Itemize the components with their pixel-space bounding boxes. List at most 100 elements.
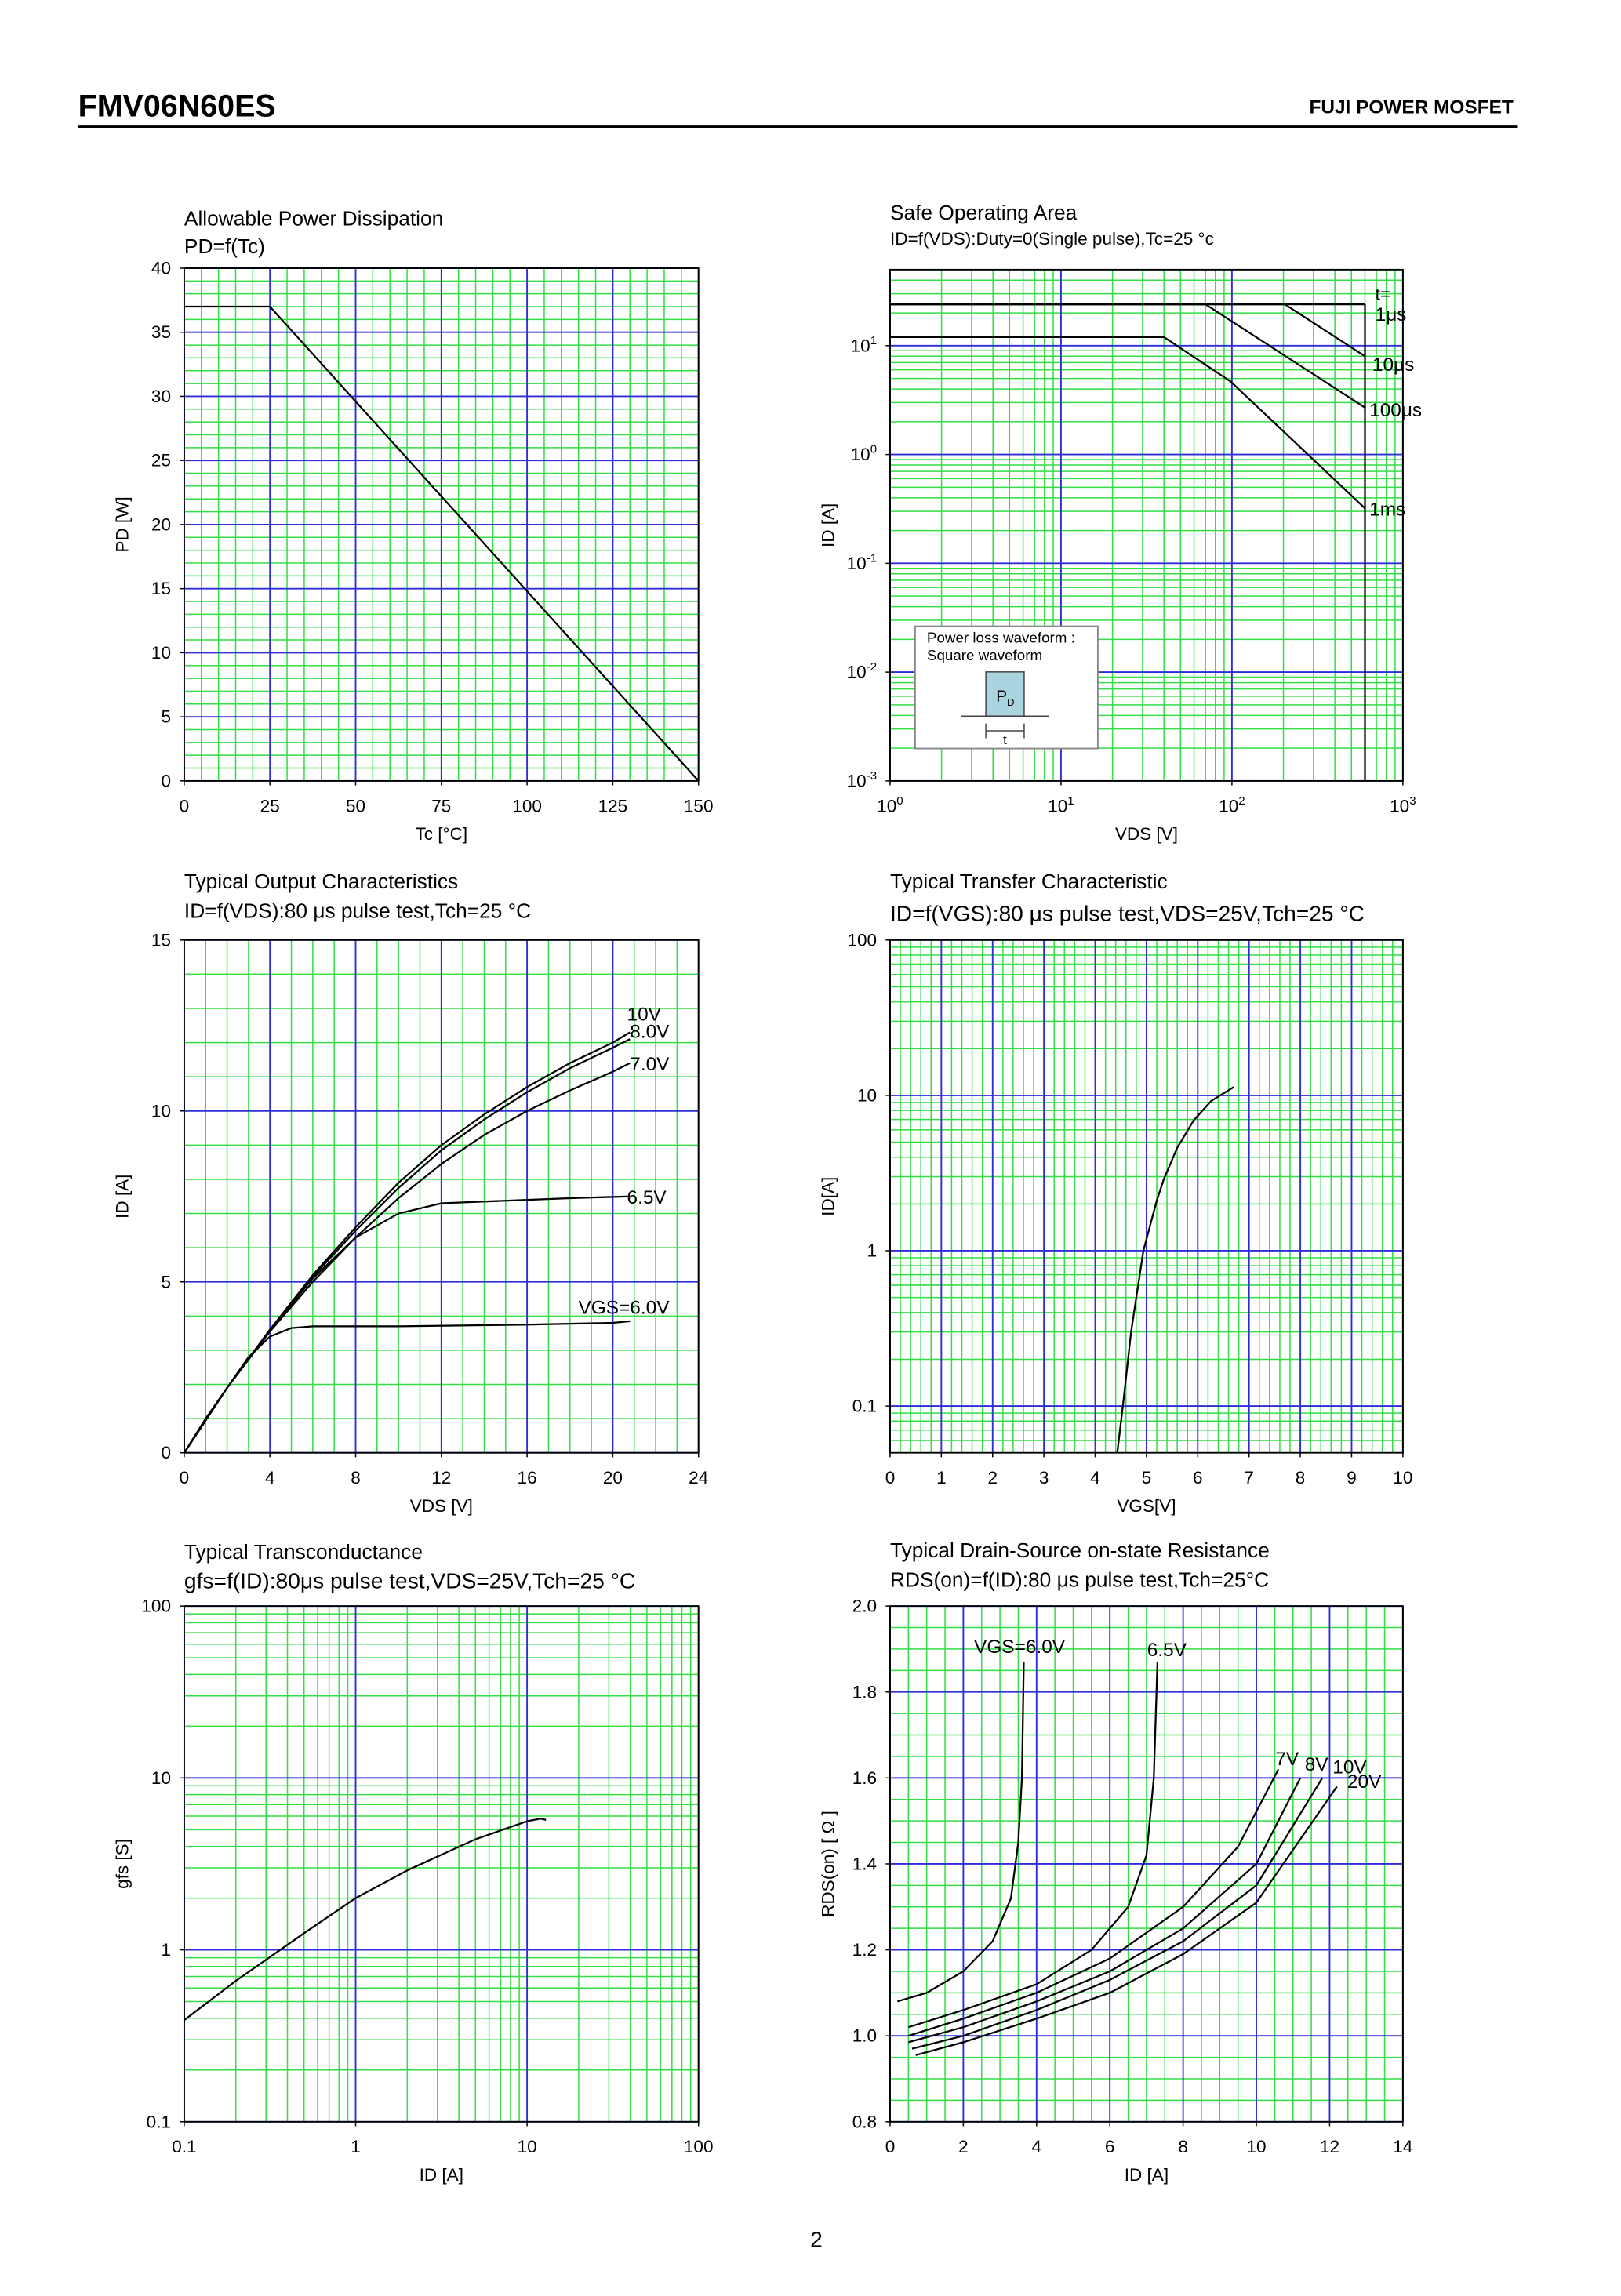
tick-label: 8 bbox=[1178, 2137, 1188, 2156]
x-axis-label: ID [A] bbox=[1125, 2165, 1169, 2185]
plot-frame bbox=[889, 939, 1404, 1454]
chart-subtitle: ID=f(VDS):Duty=0(Single pulse),Tc=25 °c bbox=[890, 229, 1214, 249]
tick-label-base: 10 bbox=[847, 554, 867, 573]
tick-label: 14 bbox=[1393, 2137, 1412, 2156]
tick-label: 101 bbox=[851, 334, 877, 355]
curve-label: 100μs bbox=[1369, 400, 1422, 421]
tick-label: 10 bbox=[857, 1085, 877, 1105]
doc-title: FMV06N60ES bbox=[78, 89, 276, 123]
tick-label: 102 bbox=[1219, 794, 1245, 816]
tick-label: 25 bbox=[151, 451, 171, 470]
tick-label: 4 bbox=[1090, 1468, 1100, 1488]
plot-frame bbox=[889, 268, 1404, 782]
curve bbox=[915, 1786, 1338, 2056]
tick-label-exponent: 0 bbox=[896, 794, 903, 808]
tick-label: 12 bbox=[1320, 2137, 1339, 2156]
tick-label: 5 bbox=[161, 1272, 171, 1292]
tick-label-base: 10 bbox=[847, 771, 867, 790]
x-axis-label: ID [A] bbox=[420, 2165, 463, 2185]
tick-label: 0 bbox=[161, 771, 171, 790]
chart-title: Safe Operating Area bbox=[890, 201, 1078, 224]
tick-label: 0 bbox=[885, 2137, 896, 2156]
tick-label-exponent: -3 bbox=[867, 769, 877, 783]
tick-label: 100 bbox=[512, 796, 542, 816]
tick-label-exponent: 1 bbox=[870, 334, 877, 347]
curve bbox=[183, 1320, 631, 1454]
tick-label: 10-3 bbox=[847, 769, 877, 790]
tick-label: 7 bbox=[1244, 1468, 1254, 1488]
chart-title: Typical Transfer Characteristic bbox=[890, 870, 1168, 893]
tick-label: 1 bbox=[936, 1468, 947, 1488]
chart-subtitle: gfs=f(ID):80μs pulse test,VDS=25V,Tch=25… bbox=[184, 1568, 635, 1593]
tick-label: 100 bbox=[851, 443, 877, 464]
tick-label: 12 bbox=[431, 1468, 451, 1488]
chart-subtitle: PD=f(Tc) bbox=[184, 234, 265, 258]
tick-label: 9 bbox=[1347, 1468, 1357, 1488]
tick-label: 0 bbox=[885, 1468, 896, 1488]
tick-label-exponent: 1 bbox=[1067, 794, 1074, 808]
tick-label-base: 10 bbox=[1390, 796, 1409, 816]
x-axis-label: VGS[V] bbox=[1117, 1496, 1176, 1516]
tick-label-exponent: -1 bbox=[867, 551, 877, 565]
tick-label: 75 bbox=[431, 796, 451, 816]
curve-label: 6.5V bbox=[627, 1187, 667, 1208]
tick-label: 2 bbox=[958, 2137, 969, 2156]
tick-label: 4 bbox=[265, 1468, 275, 1488]
curve bbox=[184, 305, 700, 782]
inset-text: Square waveform bbox=[927, 647, 1042, 663]
tick-label: 15 bbox=[151, 579, 171, 598]
curve-label: 20V bbox=[1347, 1771, 1382, 1793]
chart-title: Typical Transconductance bbox=[184, 1540, 423, 1564]
tick-label-base: 2.0 bbox=[852, 1597, 877, 1616]
curve-label: 1μs bbox=[1376, 304, 1407, 325]
curve-label: 1ms bbox=[1369, 500, 1405, 521]
curve bbox=[907, 1768, 1280, 2037]
tick-label: 1 bbox=[161, 1940, 171, 1960]
tick-label: 10 bbox=[1247, 2137, 1267, 2156]
pulse bbox=[985, 671, 1025, 717]
annotation: t= bbox=[1376, 284, 1390, 303]
inset-pd-base: P bbox=[996, 687, 1007, 705]
curve bbox=[889, 303, 1366, 409]
tick-label: 6 bbox=[1193, 1468, 1203, 1488]
tick-label: 30 bbox=[151, 387, 171, 406]
x-axis-label: VDS [V] bbox=[410, 1496, 473, 1516]
inset-t: t bbox=[1003, 732, 1007, 747]
curve bbox=[911, 1777, 1324, 2050]
tick-label: 125 bbox=[598, 796, 628, 816]
tick-label: 10-1 bbox=[847, 551, 877, 572]
tick-label: 1.4 bbox=[852, 1854, 877, 1873]
y-axis-label: gfs [S] bbox=[113, 1839, 133, 1889]
curve-label: 10V bbox=[1332, 1757, 1367, 1778]
tick-label: 1 bbox=[351, 2137, 361, 2156]
x-axis-label: Tc [°C] bbox=[416, 824, 468, 844]
tick-label: 40 bbox=[151, 258, 171, 278]
tick-label: 0.8 bbox=[852, 2112, 877, 2131]
tick-label-base: 10 bbox=[1048, 796, 1067, 816]
tick-label: 10 bbox=[1393, 1468, 1412, 1488]
tick-label-exponent: 3 bbox=[1409, 794, 1416, 808]
tick-label: 10 bbox=[518, 2137, 537, 2156]
tick-label: 50 bbox=[346, 796, 365, 816]
curve-label: 6.5V bbox=[1147, 1640, 1187, 1661]
curve bbox=[184, 1818, 547, 2022]
tick-label: 150 bbox=[684, 796, 714, 816]
tick-label: 20 bbox=[603, 1468, 623, 1488]
plot-frame bbox=[183, 1605, 700, 2123]
tick-label: 1.8 bbox=[852, 1682, 877, 1702]
curve-label: VGS=6.0V bbox=[578, 1297, 670, 1318]
curve bbox=[907, 1662, 1159, 2029]
tick-label-base: 10 bbox=[877, 796, 896, 816]
tick-label: 3 bbox=[1039, 1468, 1049, 1488]
tick-label: 15 bbox=[151, 930, 171, 950]
y-axis-label: RDS(on) [ Ω ] bbox=[819, 1811, 838, 1917]
chart-subtitle: ID=f(VDS):80 μs pulse test,Tch=25 °C bbox=[184, 899, 531, 923]
x-axis-label: VDS [V] bbox=[1115, 824, 1178, 844]
curve bbox=[889, 336, 1366, 510]
plot-frame bbox=[183, 939, 700, 1454]
tick-label: 10 bbox=[151, 1101, 171, 1121]
tick-label: 0 bbox=[180, 1468, 190, 1488]
chart-title: Typical Output Characteristics bbox=[184, 870, 458, 893]
tick-label: 1 bbox=[867, 1241, 878, 1261]
